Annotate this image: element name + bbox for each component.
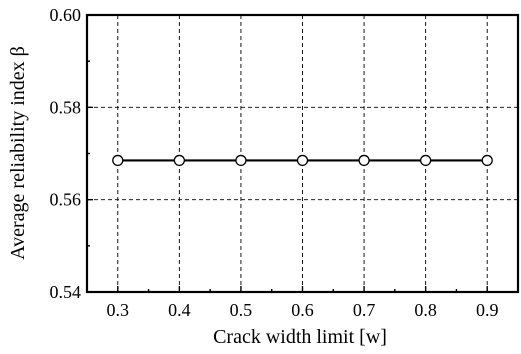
x-tick-label: 0.9: [476, 300, 499, 320]
axis-ticks: [87, 14, 488, 293]
y-tick-label: 0.58: [50, 97, 82, 117]
data-point: [419, 154, 432, 167]
x-tick-label: 0.6: [291, 300, 314, 320]
y-tick-labels: 0.54 0.56 0.58 0.60: [50, 5, 82, 302]
data-point: [112, 154, 124, 167]
plot-frame: [85, 13, 520, 294]
x-axis-title: Crack width limit [w]: [213, 326, 387, 348]
data-point: [358, 154, 370, 167]
data-point: [481, 154, 493, 167]
plot-series: [112, 154, 493, 167]
x-tick-label: 0.4: [168, 300, 191, 320]
y-tick-label: 0.54: [50, 282, 82, 302]
x-tick-label: 0.7: [353, 300, 376, 320]
y-tick-label: 0.60: [50, 5, 82, 25]
gridlines: [87, 15, 518, 292]
data-point: [296, 154, 309, 167]
y-axis-title: Average reliability index β: [7, 46, 29, 260]
y-tick-label: 0.56: [50, 190, 82, 210]
x-tick-labels: 0.3 0.4 0.5 0.6 0.7 0.8 0.9: [107, 300, 499, 320]
x-tick-label: 0.8: [414, 300, 437, 320]
x-tick-label: 0.5: [230, 300, 253, 320]
data-point: [173, 154, 186, 167]
x-tick-label: 0.3: [107, 300, 130, 320]
data-point: [235, 154, 247, 167]
